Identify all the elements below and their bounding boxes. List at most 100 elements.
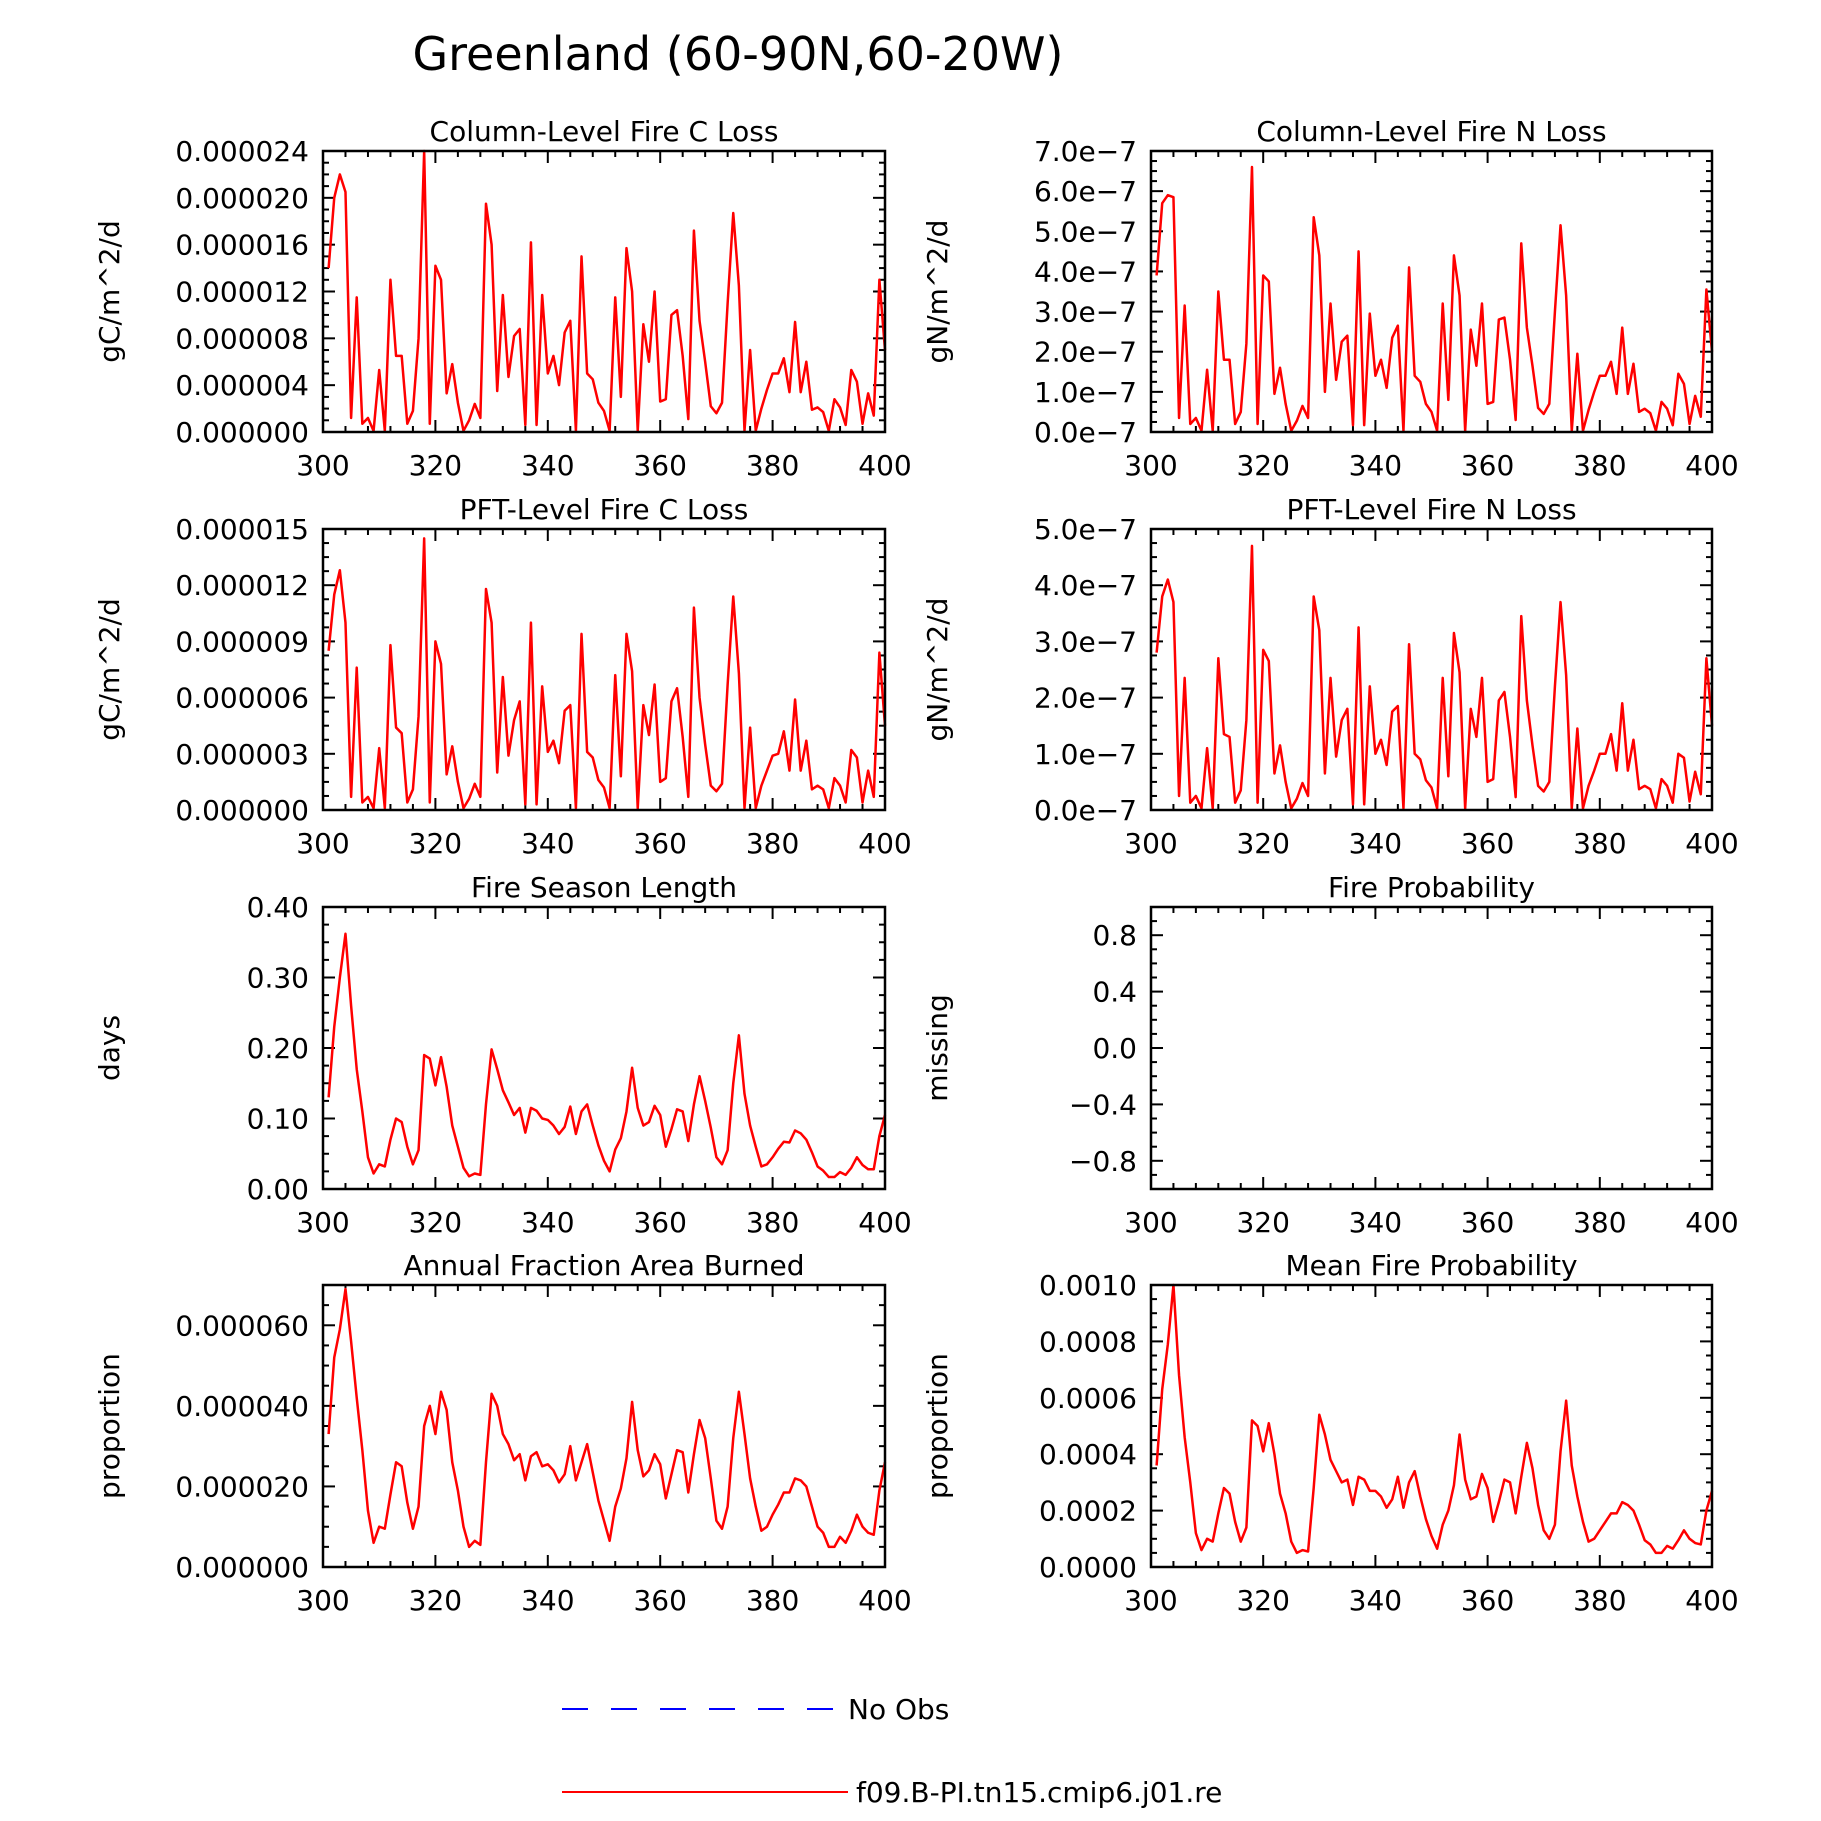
- column-level-fire-c-loss-ytick-label: 0.000024: [175, 135, 309, 168]
- fire-probability-xtick-label: 380: [1573, 1206, 1626, 1239]
- mean-fire-probability-ytick-label: 0.0000: [1039, 1551, 1137, 1584]
- annual-fraction-area-burned-ytick-label: 0.000060: [175, 1309, 309, 1342]
- pft-level-fire-c-loss-ytick-label: 0.000012: [175, 569, 309, 602]
- pft-level-fire-c-loss-xtick-label: 320: [409, 827, 462, 860]
- column-level-fire-n-loss-ytick-label: 1.0e−7: [1034, 376, 1137, 409]
- annual-fraction-area-burned-ytick-label: 0.000040: [175, 1390, 309, 1423]
- annual-fraction-area-burned-title: Annual Fraction Area Burned: [404, 1249, 805, 1282]
- pft-level-fire-n-loss-xtick-label: 380: [1573, 827, 1626, 860]
- pft-level-fire-n-loss-ytick-label: 2.0e−7: [1034, 682, 1137, 715]
- mean-fire-probability-xtick-label: 400: [1685, 1584, 1738, 1617]
- column-level-fire-c-loss-xtick-label: 320: [409, 449, 462, 482]
- fire-season-length-series-line: [327, 932, 887, 1179]
- mean-fire-probability-ytick-label: 0.0002: [1039, 1495, 1137, 1528]
- annual-fraction-area-burned-series-line: [327, 1287, 887, 1549]
- column-level-fire-n-loss-ytick-label: 6.0e−7: [1034, 175, 1137, 208]
- annual-fraction-area-burned-xtick-label: 320: [409, 1584, 462, 1617]
- mean-fire-probability-ytick-label: 0.0010: [1039, 1269, 1137, 1302]
- pft-level-fire-c-loss-xtick-label: 400: [858, 827, 911, 860]
- fire-season-length-title: Fire Season Length: [471, 871, 737, 904]
- fire-probability-xtick-label: 340: [1349, 1206, 1402, 1239]
- column-level-fire-c-loss-xtick-label: 380: [746, 449, 799, 482]
- fire-season-length-plot-frame: [321, 905, 887, 1191]
- fire-probability-ytick-label: −0.8: [1069, 1145, 1137, 1178]
- fire-season-length-xtick-label: 320: [409, 1206, 462, 1239]
- column-level-fire-n-loss-xtick-label: 340: [1349, 449, 1402, 482]
- pft-level-fire-n-loss-panel: PFT-Level Fire N Loss gN/m^2/d 300 320 340 36…: [921, 493, 1739, 860]
- pft-level-fire-c-loss-panel: PFT-Level Fire C Loss gC/m^2/d 300 320 340 36…: [93, 493, 912, 860]
- column-level-fire-c-loss-plot-frame: [321, 149, 887, 434]
- column-level-fire-n-loss-title: Column-Level Fire N Loss: [1256, 115, 1606, 148]
- annual-fraction-area-burned-ytick-label: 0.000020: [175, 1470, 309, 1503]
- pft-level-fire-c-loss-xtick-label: 300: [296, 827, 349, 860]
- pft-level-fire-n-loss-ytick-label: 5.0e−7: [1034, 513, 1137, 546]
- annual-fraction-area-burned-xtick-label: 380: [746, 1584, 799, 1617]
- legend-model-label: f09.B-PI.tn15.cmip6.j01.re: [856, 1776, 1222, 1809]
- fire-probability-ytick-label: −0.4: [1069, 1088, 1137, 1121]
- pft-level-fire-n-loss-xtick-label: 320: [1236, 827, 1289, 860]
- mean-fire-probability-ytick-label: 0.0008: [1039, 1325, 1137, 1358]
- pft-level-fire-c-loss-ytick-label: 0.000015: [175, 513, 309, 546]
- pft-level-fire-n-loss-xtick-label: 300: [1124, 827, 1177, 860]
- column-level-fire-c-loss-xtick-label: 360: [633, 449, 686, 482]
- pft-level-fire-c-loss-ylabel: gC/m^2/d: [93, 598, 126, 741]
- legend-no-obs-label: No Obs: [848, 1693, 949, 1726]
- fire-probability-title: Fire Probability: [1328, 871, 1535, 904]
- column-level-fire-c-loss-panel: Column-Level Fire C Loss gC/m^2/d 300 320 34…: [93, 115, 912, 482]
- fire-probability-plot-frame: [1149, 905, 1714, 1191]
- pft-level-fire-c-loss-ytick-label: 0.000009: [175, 625, 309, 658]
- fire-season-length-ytick-label: 0.00: [247, 1173, 309, 1206]
- fire-probability-xtick-label: 300: [1124, 1206, 1177, 1239]
- pft-level-fire-c-loss-ytick-label: 0.000006: [175, 682, 309, 715]
- pft-level-fire-c-loss-ytick-label: 0.000003: [175, 738, 309, 771]
- column-level-fire-n-loss-ytick-label: 7.0e−7: [1034, 135, 1137, 168]
- annual-fraction-area-burned-plot-frame: [321, 1283, 887, 1569]
- pft-level-fire-n-loss-xtick-label: 340: [1349, 827, 1402, 860]
- mean-fire-probability-xtick-label: 300: [1124, 1584, 1177, 1617]
- fire-season-length-xtick-label: 360: [633, 1206, 686, 1239]
- pft-level-fire-c-loss-plot-frame: [321, 527, 887, 812]
- column-level-fire-c-loss-ytick-label: 0.000016: [175, 229, 309, 262]
- fire-probability-ytick-label: 0.4: [1092, 976, 1137, 1009]
- column-level-fire-n-loss-ytick-label: 0.0e−7: [1034, 416, 1137, 449]
- column-level-fire-c-loss-ytick-label: 0.000012: [175, 276, 309, 309]
- fire-season-length-ytick-label: 0.10: [247, 1103, 309, 1136]
- column-level-fire-c-loss-ytick-label: 0.000008: [175, 322, 309, 355]
- fire-season-length-xtick-label: 380: [746, 1206, 799, 1239]
- pft-level-fire-c-loss-ytick-label: 0.000000: [175, 794, 309, 827]
- mean-fire-probability-ytick-label: 0.0004: [1039, 1438, 1137, 1471]
- fire-probability-xtick-label: 320: [1236, 1206, 1289, 1239]
- column-level-fire-c-loss-ytick-label: 0.000004: [175, 369, 309, 402]
- mean-fire-probability-xtick-label: 340: [1349, 1584, 1402, 1617]
- fire-probability-xtick-label: 400: [1685, 1206, 1738, 1239]
- column-level-fire-n-loss-series-line: [1155, 165, 1714, 433]
- mean-fire-probability-ylabel: proportion: [921, 1353, 954, 1499]
- fire-probability-xtick-label: 360: [1461, 1206, 1514, 1239]
- column-level-fire-c-loss-title: Column-Level Fire C Loss: [430, 115, 779, 148]
- column-level-fire-c-loss-ytick-label: 0.000000: [175, 416, 309, 449]
- pft-level-fire-n-loss-plot-frame: [1149, 527, 1714, 812]
- mean-fire-probability-plot-frame: [1149, 1283, 1714, 1569]
- mean-fire-probability-ytick-label: 0.0006: [1039, 1382, 1137, 1415]
- pft-level-fire-n-loss-ytick-label: 4.0e−7: [1034, 569, 1137, 602]
- annual-fraction-area-burned-xtick-label: 400: [858, 1584, 911, 1617]
- mean-fire-probability-panel: Mean Fire Probability proportion 300 320 340…: [921, 1249, 1739, 1617]
- mean-fire-probability-series-line: [1155, 1283, 1714, 1555]
- fire-probability-ytick-label: 0.8: [1092, 919, 1137, 952]
- column-level-fire-n-loss-xtick-label: 360: [1461, 449, 1514, 482]
- figure-title: Greenland (60-90N,60-20W): [413, 27, 1064, 81]
- pft-level-fire-n-loss-ytick-label: 3.0e−7: [1034, 625, 1137, 658]
- pft-level-fire-c-loss-xtick-label: 380: [746, 827, 799, 860]
- column-level-fire-n-loss-ylabel: gN/m^2/d: [921, 220, 954, 364]
- mean-fire-probability-title: Mean Fire Probability: [1285, 1249, 1577, 1282]
- column-level-fire-n-loss-ytick-label: 3.0e−7: [1034, 296, 1137, 329]
- fire-season-length-panel: Fire Season Length days 300 320 340 360 380 400…: [93, 871, 912, 1239]
- annual-fraction-area-burned-xtick-label: 340: [521, 1584, 574, 1617]
- fire-season-length-ytick-label: 0.30: [247, 962, 309, 995]
- pft-level-fire-n-loss-xtick-label: 400: [1685, 827, 1738, 860]
- fire-probability-ytick-label: 0.0: [1092, 1032, 1137, 1065]
- column-level-fire-c-loss-xtick-label: 400: [858, 449, 911, 482]
- fire-season-length-ytick-label: 0.20: [247, 1032, 309, 1065]
- fire-season-length-xtick-label: 300: [296, 1206, 349, 1239]
